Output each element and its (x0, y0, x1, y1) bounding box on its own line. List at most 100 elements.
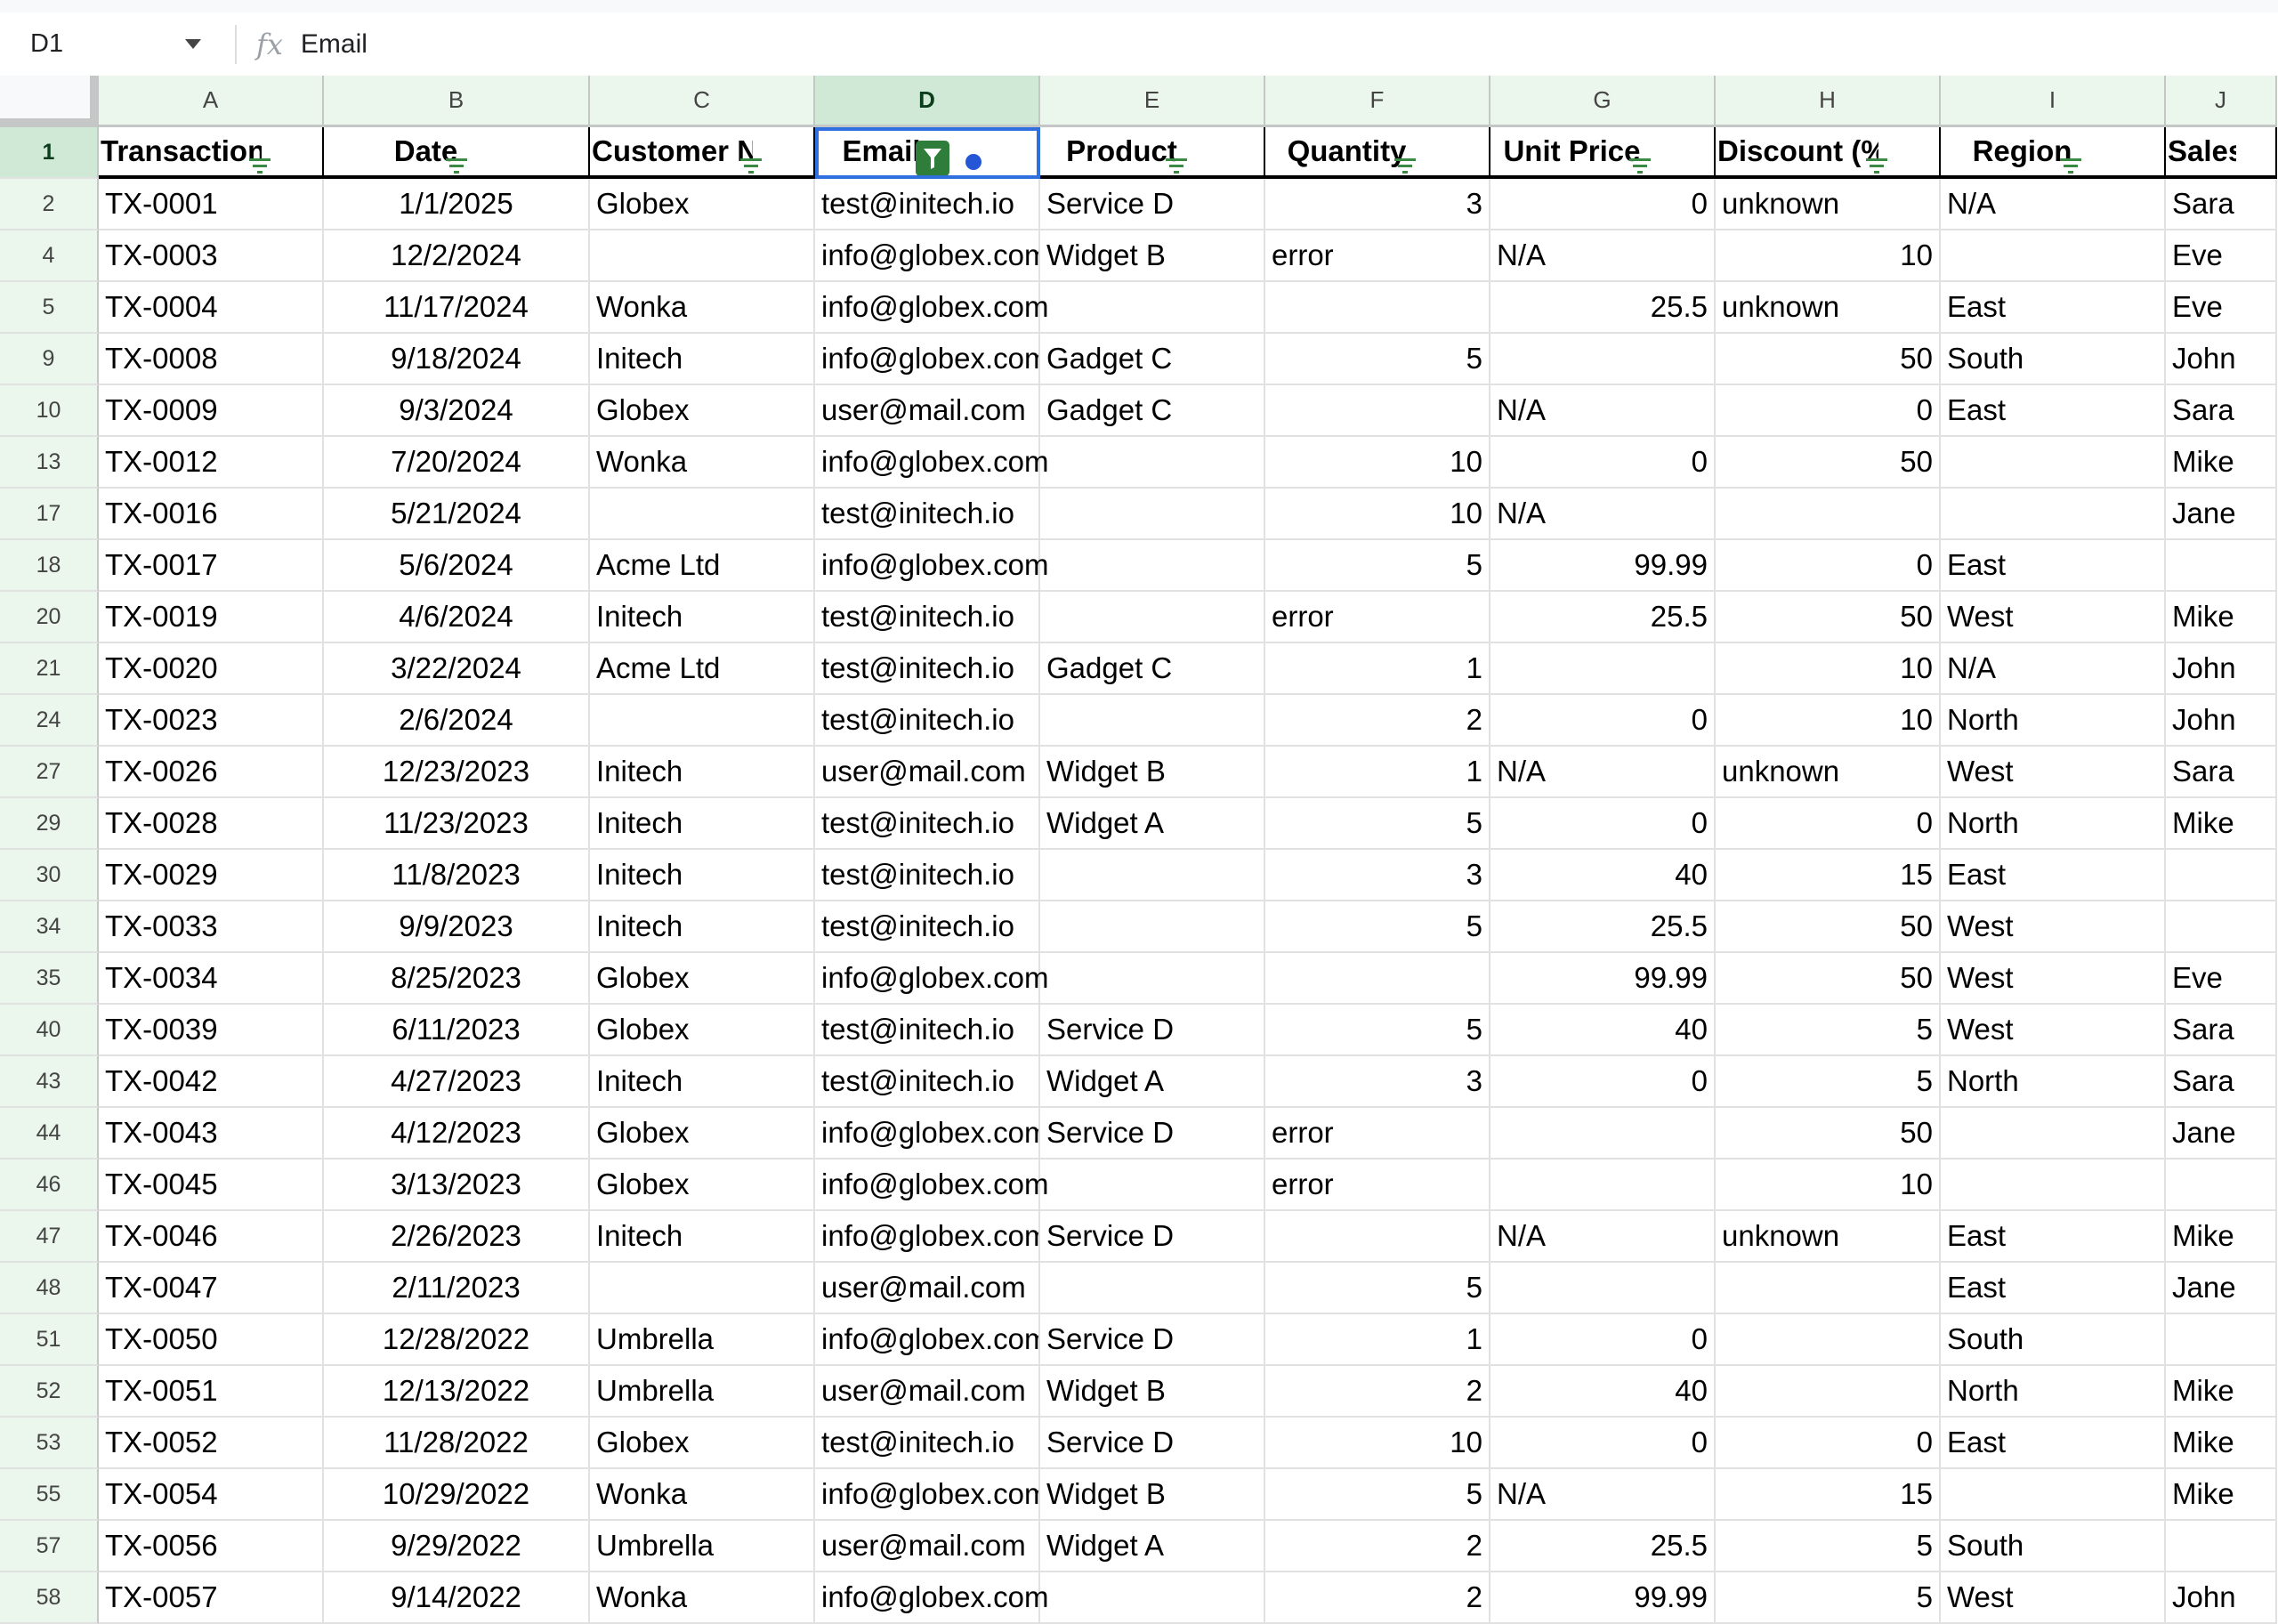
cell-e[interactable] (1040, 901, 1265, 953)
cell-b[interactable]: 2/26/2023 (324, 1211, 590, 1263)
cell-b[interactable]: 12/2/2024 (324, 230, 590, 282)
row-header[interactable]: 34 (0, 901, 99, 953)
cell-g[interactable]: 40 (1490, 1366, 1716, 1418)
cell-d[interactable]: test@initech.io (815, 695, 1040, 747)
cell-h[interactable]: 50 (1716, 437, 1941, 489)
cell-i[interactable]: North (1941, 1056, 2166, 1108)
cell-j[interactable]: John (2166, 1572, 2277, 1624)
cell-h[interactable]: 50 (1716, 901, 1941, 953)
cell-f[interactable]: 1 (1265, 747, 1490, 798)
header-cell[interactable]: Email (815, 127, 1040, 179)
cell-h[interactable]: 10 (1716, 1159, 1941, 1211)
row-header[interactable]: 55 (0, 1469, 99, 1521)
cell-a[interactable]: TX-0039 (99, 1005, 324, 1056)
cell-c[interactable]: Wonka (590, 437, 815, 489)
cell-f[interactable]: 5 (1265, 1469, 1490, 1521)
cell-e[interactable]: Service D (1040, 1314, 1265, 1366)
cell-h[interactable]: 0 (1716, 385, 1941, 437)
row-header[interactable]: 2 (0, 179, 99, 230)
cell-j[interactable] (2166, 1314, 2277, 1366)
cell-f[interactable]: error (1265, 1159, 1490, 1211)
cell-g[interactable]: 99.99 (1490, 953, 1716, 1005)
cell-a[interactable]: TX-0042 (99, 1056, 324, 1108)
cell-d[interactable]: info@globex.com (815, 1108, 1040, 1159)
cell-i[interactable]: North (1941, 1366, 2166, 1418)
cell-d[interactable]: info@globex.com (815, 1159, 1048, 1211)
row-header[interactable]: 44 (0, 1108, 99, 1159)
cell-j[interactable]: John (2166, 643, 2277, 695)
cell-f[interactable]: 2 (1265, 1366, 1490, 1418)
row-header[interactable]: 10 (0, 385, 99, 437)
cell-c[interactable]: Initech (590, 1211, 815, 1263)
cell-j[interactable]: Jane (2166, 1263, 2277, 1314)
row-header[interactable]: 20 (0, 592, 99, 643)
row-header[interactable]: 46 (0, 1159, 99, 1211)
cell-c[interactable]: Wonka (590, 1469, 815, 1521)
cell-g[interactable]: 99.99 (1490, 540, 1716, 592)
row-header[interactable]: 47 (0, 1211, 99, 1263)
cell-g[interactable]: 25.5 (1490, 1521, 1716, 1572)
header-cell[interactable]: Sales Rep (2166, 127, 2277, 179)
select-all-corner[interactable] (0, 76, 99, 127)
header-cell[interactable]: Product (1040, 127, 1265, 179)
cell-c[interactable]: Acme Ltd (590, 643, 815, 695)
cell-g[interactable]: N/A (1490, 747, 1716, 798)
cell-g[interactable]: 0 (1490, 1056, 1716, 1108)
column-header-e[interactable]: E (1040, 76, 1265, 127)
cell-i[interactable]: West (1941, 953, 2166, 1005)
cell-j[interactable]: Mike (2166, 1211, 2277, 1263)
cell-j[interactable]: Eve (2166, 282, 2277, 334)
cell-i[interactable]: North (1941, 798, 2166, 850)
filter-icon[interactable] (1866, 158, 1887, 175)
cell-i[interactable] (1941, 1108, 2166, 1159)
cell-g[interactable]: 40 (1490, 850, 1716, 901)
cell-i[interactable]: South (1941, 1521, 2166, 1572)
cell-b[interactable]: 9/14/2022 (324, 1572, 590, 1624)
cell-b[interactable]: 9/29/2022 (324, 1521, 590, 1572)
cell-j[interactable]: Sara (2166, 747, 2277, 798)
column-header-a[interactable]: A (99, 76, 324, 127)
cell-h[interactable]: 0 (1716, 540, 1941, 592)
cell-j[interactable]: John (2166, 334, 2277, 385)
cell-g[interactable]: 0 (1490, 695, 1716, 747)
cell-a[interactable]: TX-0054 (99, 1469, 324, 1521)
cell-i[interactable]: East (1941, 282, 2166, 334)
cell-f[interactable]: 5 (1265, 1263, 1490, 1314)
row-header[interactable]: 48 (0, 1263, 99, 1314)
cell-i[interactable]: N/A (1941, 179, 2166, 230)
row-header[interactable]: 58 (0, 1572, 99, 1624)
row-header[interactable]: 1 (0, 127, 99, 179)
cell-e[interactable]: Gadget C (1040, 385, 1265, 437)
cell-g[interactable]: N/A (1490, 1211, 1716, 1263)
cell-j[interactable]: Mike (2166, 1469, 2277, 1521)
cell-j[interactable]: Mike (2166, 798, 2277, 850)
cell-f[interactable]: error (1265, 592, 1490, 643)
cell-c[interactable]: Initech (590, 1056, 815, 1108)
cell-e[interactable] (1040, 1263, 1265, 1314)
row-header[interactable]: 57 (0, 1521, 99, 1572)
cell-a[interactable]: TX-0012 (99, 437, 324, 489)
cell-f[interactable]: 10 (1265, 437, 1490, 489)
cell-j[interactable]: Eve (2166, 230, 2277, 282)
row-header[interactable]: 24 (0, 695, 99, 747)
cell-e[interactable] (1040, 850, 1265, 901)
filter-active-icon[interactable] (915, 141, 949, 175)
cell-d[interactable]: test@initech.io (815, 1056, 1040, 1108)
cell-c[interactable]: Umbrella (590, 1314, 815, 1366)
cell-g[interactable]: N/A (1490, 1469, 1716, 1521)
cell-e[interactable]: Service D (1040, 1211, 1265, 1263)
cell-h[interactable] (1716, 1366, 1941, 1418)
cell-b[interactable]: 11/23/2023 (324, 798, 590, 850)
cell-a[interactable]: TX-0043 (99, 1108, 324, 1159)
cell-b[interactable]: 11/17/2024 (324, 282, 590, 334)
cell-b[interactable]: 9/18/2024 (324, 334, 590, 385)
cell-j[interactable]: Sara (2166, 179, 2277, 230)
cell-c[interactable]: Umbrella (590, 1521, 815, 1572)
name-box[interactable]: D1 (0, 29, 222, 59)
cell-a[interactable]: TX-0026 (99, 747, 324, 798)
row-header[interactable]: 43 (0, 1056, 99, 1108)
cell-e[interactable]: Gadget C (1040, 334, 1265, 385)
cell-f[interactable]: 1 (1265, 1314, 1490, 1366)
filter-icon[interactable] (249, 158, 271, 175)
row-header[interactable]: 27 (0, 747, 99, 798)
